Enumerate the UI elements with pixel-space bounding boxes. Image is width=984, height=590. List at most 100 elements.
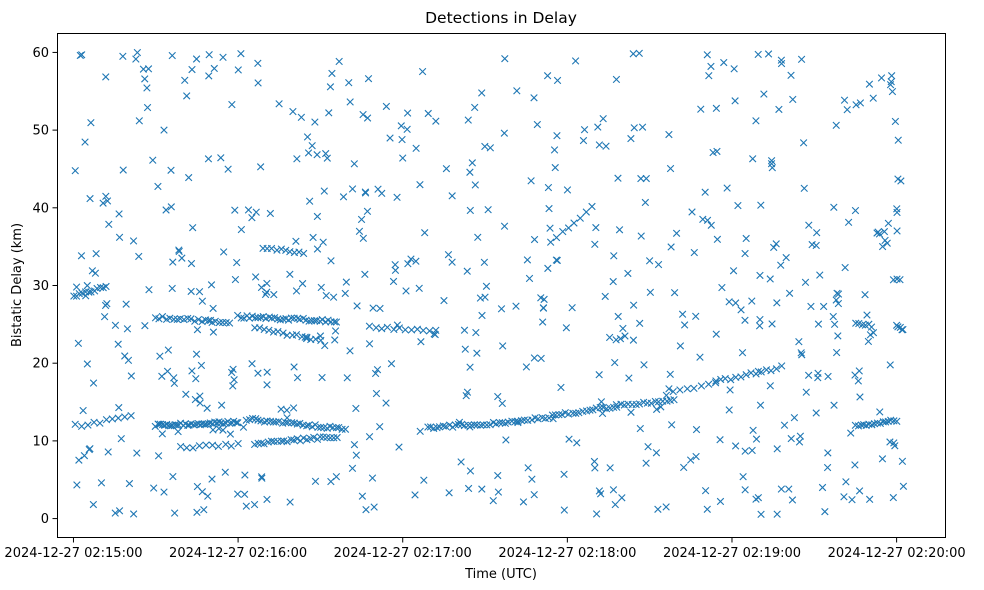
data-point — [283, 331, 291, 340]
data-point — [591, 240, 599, 248]
data-point — [478, 89, 486, 97]
data-point — [263, 288, 271, 296]
data-point — [601, 292, 609, 301]
data-point — [92, 249, 100, 258]
data-point — [104, 448, 112, 456]
data-point — [289, 404, 298, 412]
data-point — [115, 403, 123, 412]
data-point — [87, 119, 95, 127]
data-point — [248, 213, 256, 222]
data-point — [257, 439, 266, 447]
data-point — [586, 406, 594, 414]
data-point — [856, 99, 865, 107]
data-point — [117, 434, 125, 443]
data-point — [343, 374, 351, 382]
data-point — [273, 246, 281, 254]
data-point — [530, 490, 538, 499]
data-point — [317, 336, 325, 345]
data-point — [790, 413, 799, 422]
data-point — [878, 455, 887, 463]
data-point — [741, 316, 749, 324]
data-point — [338, 425, 346, 433]
data-point — [219, 426, 227, 434]
data-point — [573, 439, 581, 447]
x-tick-label: 2024-12-27 02:18:00 — [498, 546, 636, 561]
data-point — [403, 125, 411, 134]
data-point — [897, 177, 905, 185]
data-point — [175, 247, 183, 256]
data-point — [530, 354, 539, 362]
data-point — [669, 387, 677, 396]
data-point — [419, 326, 427, 335]
data-point — [614, 312, 622, 321]
data-point — [335, 57, 343, 66]
data-point — [196, 399, 204, 407]
data-point — [198, 488, 207, 496]
data-point — [666, 370, 674, 379]
x-tick-label: 2024-12-27 02:20:00 — [828, 546, 966, 561]
data-point — [286, 270, 294, 278]
data-point — [767, 366, 775, 375]
data-point — [773, 445, 781, 453]
data-point — [692, 425, 701, 434]
data-point — [869, 94, 877, 102]
data-point — [226, 430, 235, 438]
x-tick-label: 2024-12-27 02:17:00 — [334, 546, 472, 561]
data-point — [878, 242, 887, 251]
data-point — [629, 336, 638, 344]
data-point — [637, 174, 645, 183]
data-point — [785, 289, 794, 297]
data-point — [610, 252, 618, 260]
data-point — [562, 324, 571, 332]
data-point — [350, 160, 359, 168]
data-point — [614, 174, 622, 182]
data-point — [795, 438, 804, 446]
data-point — [484, 206, 492, 214]
data-point — [174, 427, 182, 436]
data-point — [852, 319, 860, 327]
data-point — [103, 197, 112, 205]
data-point — [234, 419, 242, 427]
data-point — [463, 388, 472, 396]
data-point — [294, 314, 302, 322]
data-point — [713, 235, 722, 244]
data-point — [207, 281, 216, 289]
data-point — [471, 181, 479, 189]
data-point — [208, 441, 217, 449]
data-point — [263, 381, 271, 389]
data-point — [328, 69, 336, 78]
data-point — [387, 360, 396, 368]
data-point — [813, 228, 821, 237]
data-point — [228, 100, 236, 109]
data-point — [647, 399, 655, 407]
data-point — [570, 219, 578, 227]
data-point — [678, 310, 687, 318]
data-point — [752, 117, 760, 125]
data-point — [676, 342, 685, 350]
data-point — [263, 495, 271, 504]
data-point — [863, 311, 871, 319]
data-point — [595, 141, 604, 149]
data-point — [369, 304, 377, 312]
data-point — [590, 457, 599, 466]
data-point — [893, 208, 901, 217]
data-point — [311, 118, 319, 126]
data-point — [90, 418, 98, 426]
data-point — [390, 325, 398, 334]
data-point — [466, 363, 474, 371]
data-point — [440, 296, 448, 305]
data-point — [321, 341, 329, 350]
data-point — [486, 144, 495, 152]
data-point — [397, 122, 405, 130]
data-point — [690, 248, 698, 257]
data-point — [202, 420, 210, 428]
data-point — [100, 312, 109, 321]
data-point — [302, 422, 311, 430]
data-point — [619, 324, 627, 333]
data-point — [364, 74, 373, 83]
data-point — [357, 215, 366, 224]
data-point — [365, 433, 374, 441]
data-point — [721, 374, 729, 383]
data-point — [512, 302, 520, 310]
data-point — [290, 363, 298, 371]
